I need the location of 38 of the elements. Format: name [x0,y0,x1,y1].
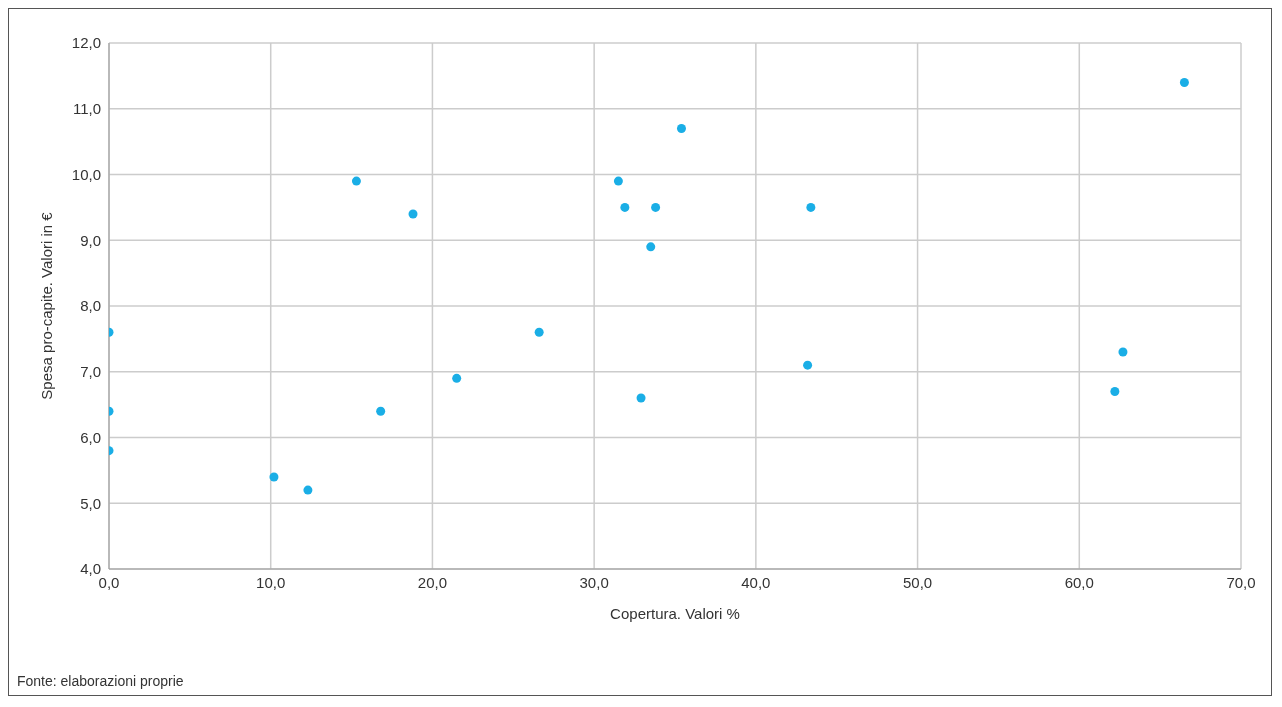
y-tick-label: 12,0 [71,34,101,52]
x-tick-label: 20,0 [417,573,448,591]
y-tick-label: 5,0 [80,494,101,512]
point [636,393,646,403]
point [1110,386,1120,396]
point [534,327,544,337]
y-tick-label: 7,0 [80,363,101,381]
point [303,485,313,495]
point [651,202,661,212]
point [613,176,623,186]
point [620,202,630,212]
point [1179,77,1189,87]
x-tick-label: 60,0 [1064,573,1094,591]
point [351,176,361,186]
y-tick-label: 10,0 [71,165,101,183]
y-tick-label: 6,0 [80,428,101,446]
y-tick-label: 4,0 [80,560,101,578]
point [269,472,279,482]
point [376,406,386,416]
y-axis-title: Spesa pro-capite. Valori in € [38,211,56,400]
point [408,209,418,219]
source-note: Fonte: elaborazioni proprie [17,673,184,689]
x-tick-label: 70,0 [1226,573,1256,591]
point [806,202,816,212]
point [676,123,686,133]
point [803,360,813,370]
point [452,373,462,383]
x-axis-title: Copertura. Valori % [610,605,740,622]
x-tick-label: 0,0 [98,573,120,591]
x-tick-label: 50,0 [902,573,933,591]
y-tick-label: 9,0 [80,231,101,249]
point [646,242,656,252]
y-tick-label: 8,0 [80,297,101,315]
x-tick-label: 10,0 [256,573,286,591]
x-tick-label: 40,0 [741,573,771,591]
point [1118,347,1128,357]
y-tick-label: 11,0 [72,100,101,118]
x-tick-label: 30,0 [579,573,609,591]
